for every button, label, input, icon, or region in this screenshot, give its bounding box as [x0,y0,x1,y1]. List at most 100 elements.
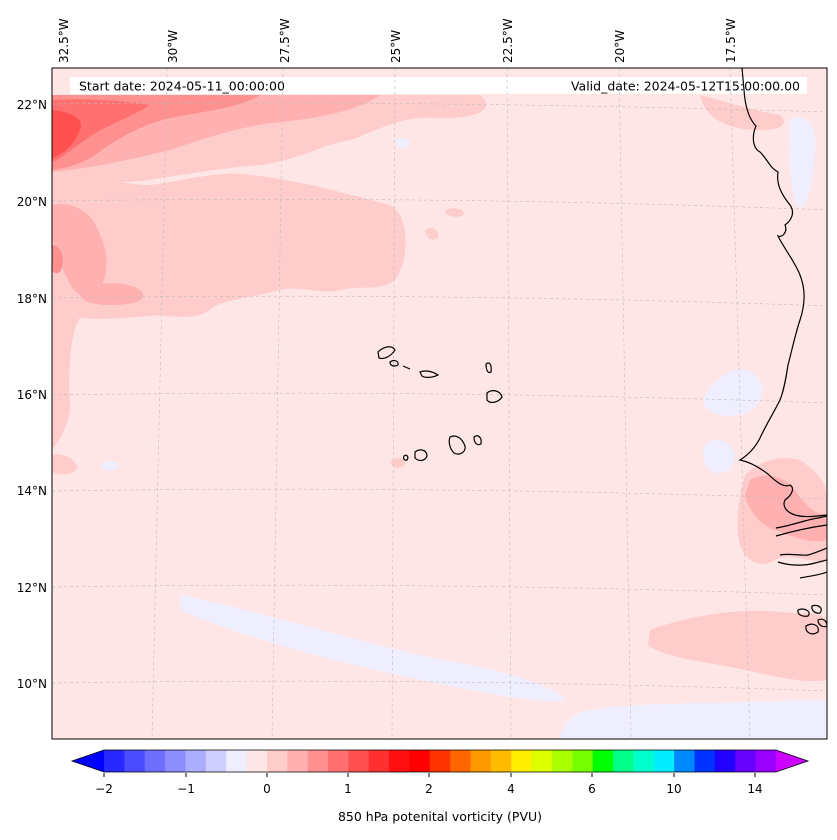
parallel-line [52,680,827,692]
colorbar-swatch [328,750,349,772]
pv-dark-red-nw-peak [52,110,81,158]
lat-label: 20°N [17,195,47,209]
colorbar-swatch [104,750,125,772]
colorbar-tick-label: 4 [507,782,515,796]
colorbar-swatch [674,750,696,772]
colorbar-swatch [124,750,146,772]
colorbar-swatch [613,750,634,772]
pv-blue-patch-south [180,595,565,701]
pv-dark-red-west-spot [52,245,63,274]
pv-red-southwest [79,283,144,305]
colorbar-swatch [185,750,207,772]
colorbar-swatch [409,750,431,772]
cape-verde-island [448,435,466,455]
pv-blue-patch-bottom [560,700,827,739]
parallel-line [52,584,827,596]
latitude-labels: 22°N 20°N 18°N 16°N 14°N 12°N 10°N [17,98,47,691]
map-frame [51,67,828,740]
colorbar-outline [70,749,810,773]
pv-pink-dot-a [52,454,78,475]
cape-verde-island [485,362,492,374]
colorbar-swatch [165,750,186,772]
colorbar-tick-label: 0 [263,782,271,796]
pv-pink-nw-top [700,95,784,130]
gambia-coastline [775,515,827,537]
longitude-labels: 32.5°W 30°W 27.5°W 25°W 22.5°W 20°W 17.5… [57,18,738,63]
cape-verde-island [377,346,396,360]
pv-pink-west [52,173,406,451]
lat-label: 10°N [17,677,47,691]
pv-pink-south-east [648,610,827,682]
colorbar-tick-label: 1 [344,782,352,796]
parallel-line [52,295,827,307]
lon-label: 25°W [389,30,403,63]
colorbar-swatch [226,750,248,772]
colorbar-swatch [470,750,492,772]
parallel-line [52,102,827,113]
lon-label: 22.5°W [501,18,515,63]
meridian-line [506,68,512,739]
colorbar-extend-min [72,750,104,772]
colorbar-tick-label: 2 [425,782,433,796]
colorbar-swatch [552,750,573,772]
colorbar-swatch [653,750,675,772]
date-label-background [70,77,807,94]
bissagos-islands [797,604,827,635]
pv-blue-patch-ne [789,116,815,210]
colorbar-swatch [287,750,309,772]
colorbar-swatch [755,750,777,772]
colorbar-swatch [694,750,716,772]
pv-blue-patch-coast [703,439,735,474]
cape-verde-island [473,435,482,446]
colorbar-tick-label: 6 [588,782,596,796]
lat-label: 18°N [17,292,47,306]
coastlines [377,68,827,635]
pv-pink-dot-c [445,208,464,217]
colorbar-swatch [368,750,390,772]
cape-verde-island [414,449,428,462]
lon-label: 27.5°W [278,18,292,63]
colorbar-swatch [205,750,227,772]
lat-label: 16°N [17,388,47,402]
cape-verde-island [486,390,503,403]
pv-blue-patch-west [100,460,119,471]
colorbar-tick-label: 14 [747,782,762,796]
colorbar-swatch [714,750,736,772]
pv-blue-patch-east [395,137,410,148]
colorbar-tick-label: 10 [666,782,681,796]
colorbar-swatch [735,750,757,772]
meridian-line [271,68,284,739]
colorbar-swatch [246,750,268,772]
graticule [52,68,827,739]
colorbar-swatch [348,750,370,772]
meridian-line [729,68,751,739]
colorbar-swatch [307,750,329,772]
valid-date-label: Valid_date: 2024-05-12T15:00:00.00 [571,79,800,94]
meridian-line [391,68,396,739]
lon-label: 30°W [166,30,180,63]
colorbar-swatch [592,750,614,772]
africa-coastline [738,68,827,518]
lon-label: 32.5°W [57,18,71,63]
cape-verde-island [402,365,411,370]
pv-dark-red-nw-core [52,99,150,162]
lat-label: 12°N [17,581,47,595]
lat-label: 14°N [17,484,47,498]
colorbar-swatch [531,750,553,772]
lon-label: 17.5°W [724,18,738,63]
parallel-line [52,198,827,211]
meridian-line [151,68,168,739]
colorbar-swatch [266,750,288,772]
colorbar-swatch [511,750,533,772]
colorbar-swatch [450,750,472,772]
colorbar-swatch [490,750,512,772]
cape-verde-island [419,370,440,378]
pv-blue-patch-right [703,369,763,416]
lon-label: 20°W [613,30,627,63]
pv-pink-dot-b [425,227,439,240]
pv-pink-dot-d [390,458,405,469]
colorbar-swatch [572,750,594,772]
lat-label: 22°N [17,98,47,112]
cape-verde-island [403,454,409,461]
